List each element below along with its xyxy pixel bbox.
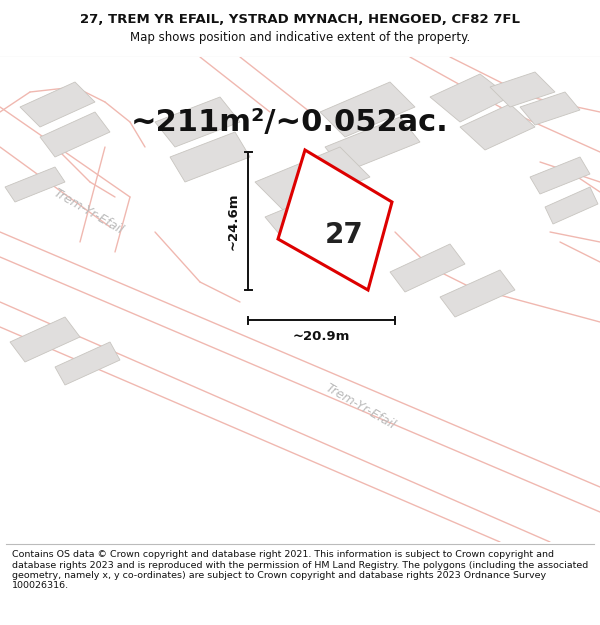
Polygon shape (430, 74, 510, 122)
Text: ~211m²/~0.052ac.: ~211m²/~0.052ac. (131, 107, 449, 136)
Polygon shape (255, 147, 370, 212)
Text: ~20.9m: ~20.9m (293, 330, 350, 343)
Polygon shape (545, 187, 598, 224)
Polygon shape (155, 97, 240, 147)
Text: Trem-Yr-Efail: Trem-Yr-Efail (50, 187, 125, 238)
Polygon shape (325, 117, 420, 172)
Polygon shape (10, 317, 80, 362)
Polygon shape (530, 157, 590, 194)
Polygon shape (265, 182, 375, 247)
Polygon shape (520, 92, 580, 125)
Text: Contains OS data © Crown copyright and database right 2021. This information is : Contains OS data © Crown copyright and d… (12, 550, 588, 591)
Polygon shape (40, 112, 110, 157)
Polygon shape (55, 342, 120, 385)
Polygon shape (460, 104, 535, 150)
Polygon shape (320, 82, 415, 137)
Text: 27, TREM YR EFAIL, YSTRAD MYNACH, HENGOED, CF82 7FL: 27, TREM YR EFAIL, YSTRAD MYNACH, HENGOE… (80, 12, 520, 26)
Text: 27: 27 (325, 221, 363, 249)
Polygon shape (20, 82, 95, 127)
Polygon shape (490, 72, 555, 107)
Polygon shape (440, 270, 515, 317)
Text: ~24.6m: ~24.6m (227, 192, 240, 250)
Polygon shape (170, 132, 250, 182)
Polygon shape (5, 167, 65, 202)
Polygon shape (390, 244, 465, 292)
Text: Trem-Yr-Efail: Trem-Yr-Efail (323, 382, 397, 432)
Polygon shape (278, 150, 392, 290)
Text: Map shows position and indicative extent of the property.: Map shows position and indicative extent… (130, 31, 470, 44)
